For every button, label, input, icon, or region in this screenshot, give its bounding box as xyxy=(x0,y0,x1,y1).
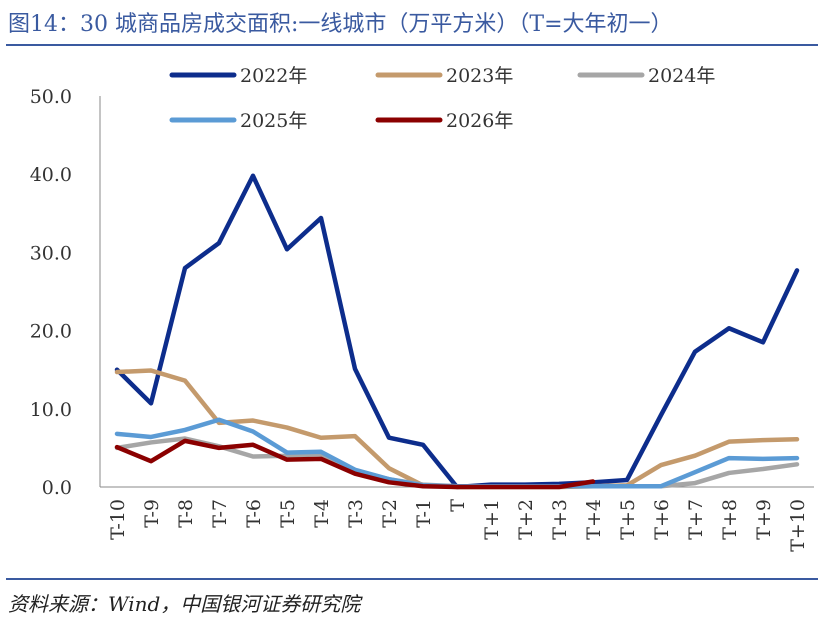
x-tick-label: T+4 xyxy=(583,499,605,540)
x-tick-label: T+10 xyxy=(787,499,809,552)
x-tick-label: T-2 xyxy=(379,499,401,528)
x-tick-label: T-4 xyxy=(311,499,333,528)
x-tick-label: T-6 xyxy=(243,499,265,528)
series-line-2022 xyxy=(114,173,800,490)
x-tick-label: T+2 xyxy=(515,499,537,540)
x-tick-label: T+5 xyxy=(617,499,639,540)
x-tick-label: T-7 xyxy=(209,499,231,528)
x-tick-label: T+6 xyxy=(651,499,673,540)
source-divider xyxy=(6,578,818,580)
x-tick-label: T+3 xyxy=(549,499,571,540)
source-note: 资料来源：Wind，中国银河证券研究院 xyxy=(8,592,361,616)
y-tick-label: 40.0 xyxy=(30,164,72,186)
series-line-2025 xyxy=(114,417,800,489)
y-tick-label: 30.0 xyxy=(30,242,72,264)
x-tick-label: T-8 xyxy=(175,499,197,528)
x-tick-label: T-10 xyxy=(107,499,129,540)
y-tick-label: 0.0 xyxy=(42,477,72,499)
chart-title: 图14：30 城商品房成交面积:一线城市（万平方米）（T=大年初一） xyxy=(8,12,673,37)
legend-label: 2026年 xyxy=(446,110,513,132)
series-line-2026 xyxy=(114,438,596,490)
x-tick-label: T xyxy=(447,499,469,512)
x-tick-label: T+1 xyxy=(481,499,503,540)
x-tick-label: T-5 xyxy=(277,499,299,528)
x-tick-label: T-1 xyxy=(413,499,435,528)
x-tick-label: T+8 xyxy=(719,499,741,540)
legend-label: 2022年 xyxy=(240,65,307,87)
x-tick-label: T-9 xyxy=(141,499,163,528)
legend-label: 2024年 xyxy=(648,65,715,87)
series-line-2023 xyxy=(114,368,800,490)
x-tick-label: T+9 xyxy=(753,499,775,540)
legend-label: 2023年 xyxy=(446,65,513,87)
legend-label: 2025年 xyxy=(240,110,307,132)
x-tick-label: T+7 xyxy=(685,499,707,540)
y-tick-label: 50.0 xyxy=(30,86,72,108)
title-divider xyxy=(6,44,818,46)
y-tick-label: 20.0 xyxy=(30,321,72,343)
x-tick-label: T-3 xyxy=(345,499,367,528)
y-tick-label: 10.0 xyxy=(30,399,72,421)
